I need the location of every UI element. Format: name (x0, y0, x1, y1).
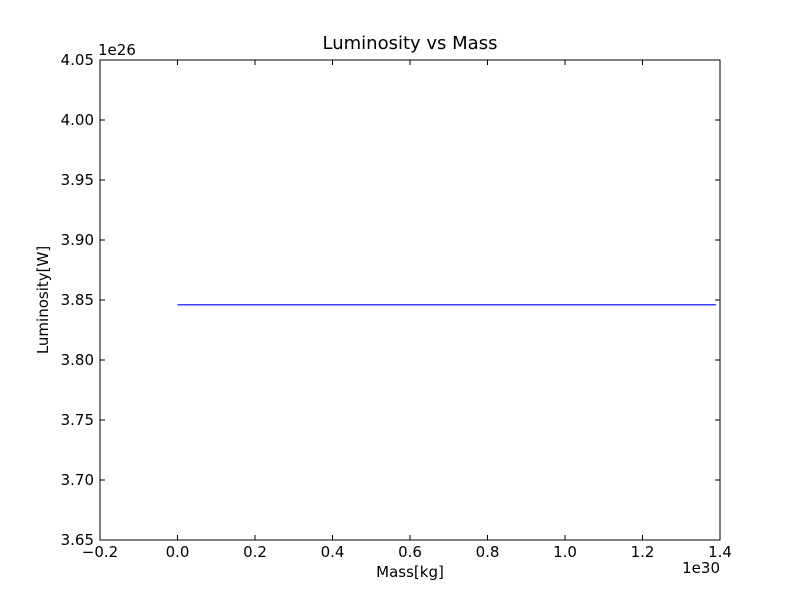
x-tick-label: 0.4 (321, 543, 345, 561)
y-tick-label: 3.85 (61, 291, 94, 309)
y-tick-label: 4.00 (61, 111, 94, 129)
x-tick-label: 0.6 (398, 543, 422, 561)
y-tick-label: 4.05 (61, 51, 94, 69)
x-axis-label: Mass[kg] (376, 563, 444, 581)
y-tick-label: 3.80 (61, 351, 94, 369)
y-tick-label: 3.65 (61, 531, 94, 549)
y-axis-label: Luminosity[W] (34, 246, 52, 354)
x-tick-label: 0.2 (243, 543, 267, 561)
y-offset-label: 1e26 (98, 41, 136, 59)
x-tick-label: −0.2 (82, 543, 118, 561)
x-tick-label: 0.8 (476, 543, 500, 561)
plot-area: −0.2 0.0 0.2 0.4 0.6 0.8 1.0 1.2 1.4 3.65 3.70 3.75… (61, 51, 732, 561)
y-tick-label: 3.90 (61, 231, 94, 249)
y-tick-label: 3.95 (61, 171, 94, 189)
y-tick-label: 3.70 (61, 471, 94, 489)
x-tick-label: 1.0 (553, 543, 577, 561)
x-tick-label: 1.2 (631, 543, 655, 561)
y-tick-label: 3.75 (61, 411, 94, 429)
x-tick-label: 1.4 (708, 543, 732, 561)
axes-frame (99, 59, 721, 541)
x-offset-label: 1e30 (682, 559, 720, 577)
chart-title: Luminosity vs Mass (323, 33, 498, 54)
x-tick-label: 0.0 (166, 543, 190, 561)
